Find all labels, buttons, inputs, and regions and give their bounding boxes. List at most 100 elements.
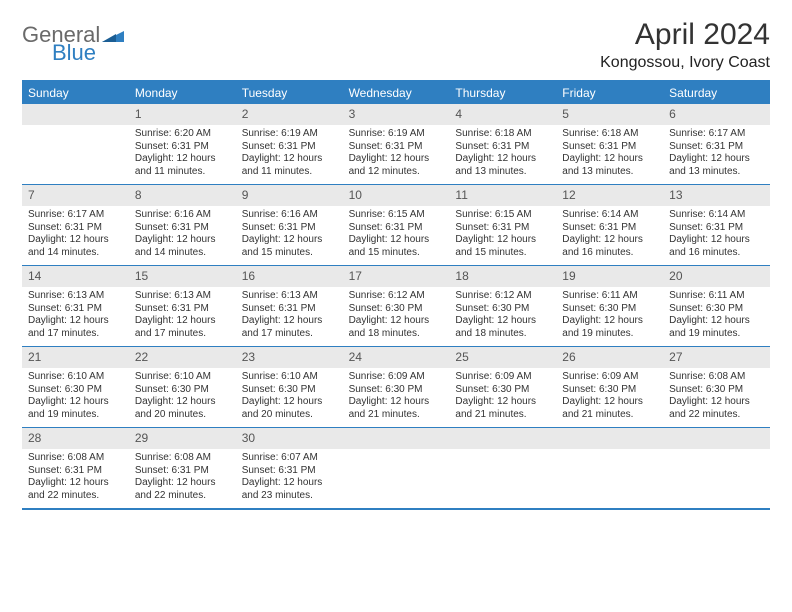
daylight-text: Daylight: 12 hours and 21 minutes. [349,396,444,421]
day-cell: 27Sunrise: 6:08 AMSunset: 6:30 PMDayligh… [663,347,770,427]
sunset-text: Sunset: 6:31 PM [135,465,230,478]
sunset-text: Sunset: 6:31 PM [669,222,764,235]
sunset-text: Sunset: 6:31 PM [28,465,123,478]
day-cell: 13Sunrise: 6:14 AMSunset: 6:31 PMDayligh… [663,185,770,265]
day-body: Sunrise: 6:09 AMSunset: 6:30 PMDaylight:… [343,368,450,427]
daylight-text: Daylight: 12 hours and 20 minutes. [135,396,230,421]
day-body: Sunrise: 6:12 AMSunset: 6:30 PMDaylight:… [343,287,450,346]
daylight-text: Daylight: 12 hours and 21 minutes. [562,396,657,421]
day-cell: 4Sunrise: 6:18 AMSunset: 6:31 PMDaylight… [449,104,556,184]
daylight-text: Daylight: 12 hours and 21 minutes. [455,396,550,421]
day-cell: 1Sunrise: 6:20 AMSunset: 6:31 PMDaylight… [129,104,236,184]
sunset-text: Sunset: 6:31 PM [562,222,657,235]
day-number: 20 [663,266,770,287]
day-cell: 10Sunrise: 6:15 AMSunset: 6:31 PMDayligh… [343,185,450,265]
day-number: 27 [663,347,770,368]
sunrise-text: Sunrise: 6:11 AM [669,290,764,303]
sunset-text: Sunset: 6:30 PM [349,303,444,316]
sunrise-text: Sunrise: 6:16 AM [135,209,230,222]
sunset-text: Sunset: 6:30 PM [242,384,337,397]
day-cell: 3Sunrise: 6:19 AMSunset: 6:31 PMDaylight… [343,104,450,184]
day-body: Sunrise: 6:12 AMSunset: 6:30 PMDaylight:… [449,287,556,346]
sunrise-text: Sunrise: 6:17 AM [28,209,123,222]
day-number: 19 [556,266,663,287]
day-number: 28 [22,428,129,449]
day-body: Sunrise: 6:14 AMSunset: 6:31 PMDaylight:… [556,206,663,265]
logo-text-blue: Blue [52,42,124,64]
day-cell: 14Sunrise: 6:13 AMSunset: 6:31 PMDayligh… [22,266,129,346]
sunset-text: Sunset: 6:30 PM [28,384,123,397]
day-cell: 2Sunrise: 6:19 AMSunset: 6:31 PMDaylight… [236,104,343,184]
day-body: Sunrise: 6:15 AMSunset: 6:31 PMDaylight:… [449,206,556,265]
logo: General Blue [22,24,124,64]
day-number [22,104,129,125]
sunset-text: Sunset: 6:30 PM [349,384,444,397]
daylight-text: Daylight: 12 hours and 11 minutes. [135,153,230,178]
sunrise-text: Sunrise: 6:09 AM [562,371,657,384]
sunrise-text: Sunrise: 6:08 AM [28,452,123,465]
title-block: April 2024 Kongossou, Ivory Coast [600,18,770,72]
day-number: 10 [343,185,450,206]
day-body: Sunrise: 6:13 AMSunset: 6:31 PMDaylight:… [129,287,236,346]
day-number: 26 [556,347,663,368]
sunrise-text: Sunrise: 6:20 AM [135,128,230,141]
day-number: 23 [236,347,343,368]
day-number: 8 [129,185,236,206]
day-cell: 28Sunrise: 6:08 AMSunset: 6:31 PMDayligh… [22,428,129,508]
daylight-text: Daylight: 12 hours and 15 minutes. [349,234,444,259]
sunrise-text: Sunrise: 6:09 AM [349,371,444,384]
day-cell: 8Sunrise: 6:16 AMSunset: 6:31 PMDaylight… [129,185,236,265]
sunset-text: Sunset: 6:30 PM [455,303,550,316]
day-number: 5 [556,104,663,125]
sunset-text: Sunset: 6:31 PM [669,141,764,154]
day-header: Sunday [22,82,129,104]
day-number: 2 [236,104,343,125]
week-row: 21Sunrise: 6:10 AMSunset: 6:30 PMDayligh… [22,346,770,427]
daylight-text: Daylight: 12 hours and 11 minutes. [242,153,337,178]
day-number: 13 [663,185,770,206]
week-row: 28Sunrise: 6:08 AMSunset: 6:31 PMDayligh… [22,427,770,508]
calendar: Sunday Monday Tuesday Wednesday Thursday… [22,80,770,510]
day-cell: 6Sunrise: 6:17 AMSunset: 6:31 PMDaylight… [663,104,770,184]
sunrise-text: Sunrise: 6:12 AM [349,290,444,303]
daylight-text: Daylight: 12 hours and 19 minutes. [28,396,123,421]
title-location: Kongossou, Ivory Coast [600,54,770,72]
day-number: 25 [449,347,556,368]
sunrise-text: Sunrise: 6:08 AM [669,371,764,384]
day-body: Sunrise: 6:15 AMSunset: 6:31 PMDaylight:… [343,206,450,265]
sunset-text: Sunset: 6:31 PM [455,141,550,154]
daylight-text: Daylight: 12 hours and 13 minutes. [455,153,550,178]
day-body: Sunrise: 6:14 AMSunset: 6:31 PMDaylight:… [663,206,770,265]
sunrise-text: Sunrise: 6:12 AM [455,290,550,303]
sunset-text: Sunset: 6:31 PM [242,303,337,316]
sunrise-text: Sunrise: 6:13 AM [242,290,337,303]
day-body: Sunrise: 6:17 AMSunset: 6:31 PMDaylight:… [663,125,770,184]
daylight-text: Daylight: 12 hours and 14 minutes. [135,234,230,259]
day-cell: 18Sunrise: 6:12 AMSunset: 6:30 PMDayligh… [449,266,556,346]
daylight-text: Daylight: 12 hours and 17 minutes. [28,315,123,340]
sunset-text: Sunset: 6:30 PM [135,384,230,397]
day-cell: 19Sunrise: 6:11 AMSunset: 6:30 PMDayligh… [556,266,663,346]
day-cell: 25Sunrise: 6:09 AMSunset: 6:30 PMDayligh… [449,347,556,427]
day-body: Sunrise: 6:09 AMSunset: 6:30 PMDaylight:… [556,368,663,427]
day-headers-row: Sunday Monday Tuesday Wednesday Thursday… [22,82,770,104]
day-body: Sunrise: 6:08 AMSunset: 6:31 PMDaylight:… [22,449,129,508]
daylight-text: Daylight: 12 hours and 18 minutes. [455,315,550,340]
daylight-text: Daylight: 12 hours and 19 minutes. [562,315,657,340]
sunrise-text: Sunrise: 6:16 AM [242,209,337,222]
daylight-text: Daylight: 12 hours and 16 minutes. [669,234,764,259]
day-cell: 20Sunrise: 6:11 AMSunset: 6:30 PMDayligh… [663,266,770,346]
sunset-text: Sunset: 6:30 PM [562,303,657,316]
sunrise-text: Sunrise: 6:13 AM [135,290,230,303]
day-cell: 22Sunrise: 6:10 AMSunset: 6:30 PMDayligh… [129,347,236,427]
sunset-text: Sunset: 6:30 PM [455,384,550,397]
day-cell: 11Sunrise: 6:15 AMSunset: 6:31 PMDayligh… [449,185,556,265]
day-number: 15 [129,266,236,287]
day-cell [449,428,556,508]
daylight-text: Daylight: 12 hours and 15 minutes. [242,234,337,259]
day-number: 6 [663,104,770,125]
daylight-text: Daylight: 12 hours and 18 minutes. [349,315,444,340]
sunrise-text: Sunrise: 6:19 AM [349,128,444,141]
sunrise-text: Sunrise: 6:07 AM [242,452,337,465]
day-number: 30 [236,428,343,449]
